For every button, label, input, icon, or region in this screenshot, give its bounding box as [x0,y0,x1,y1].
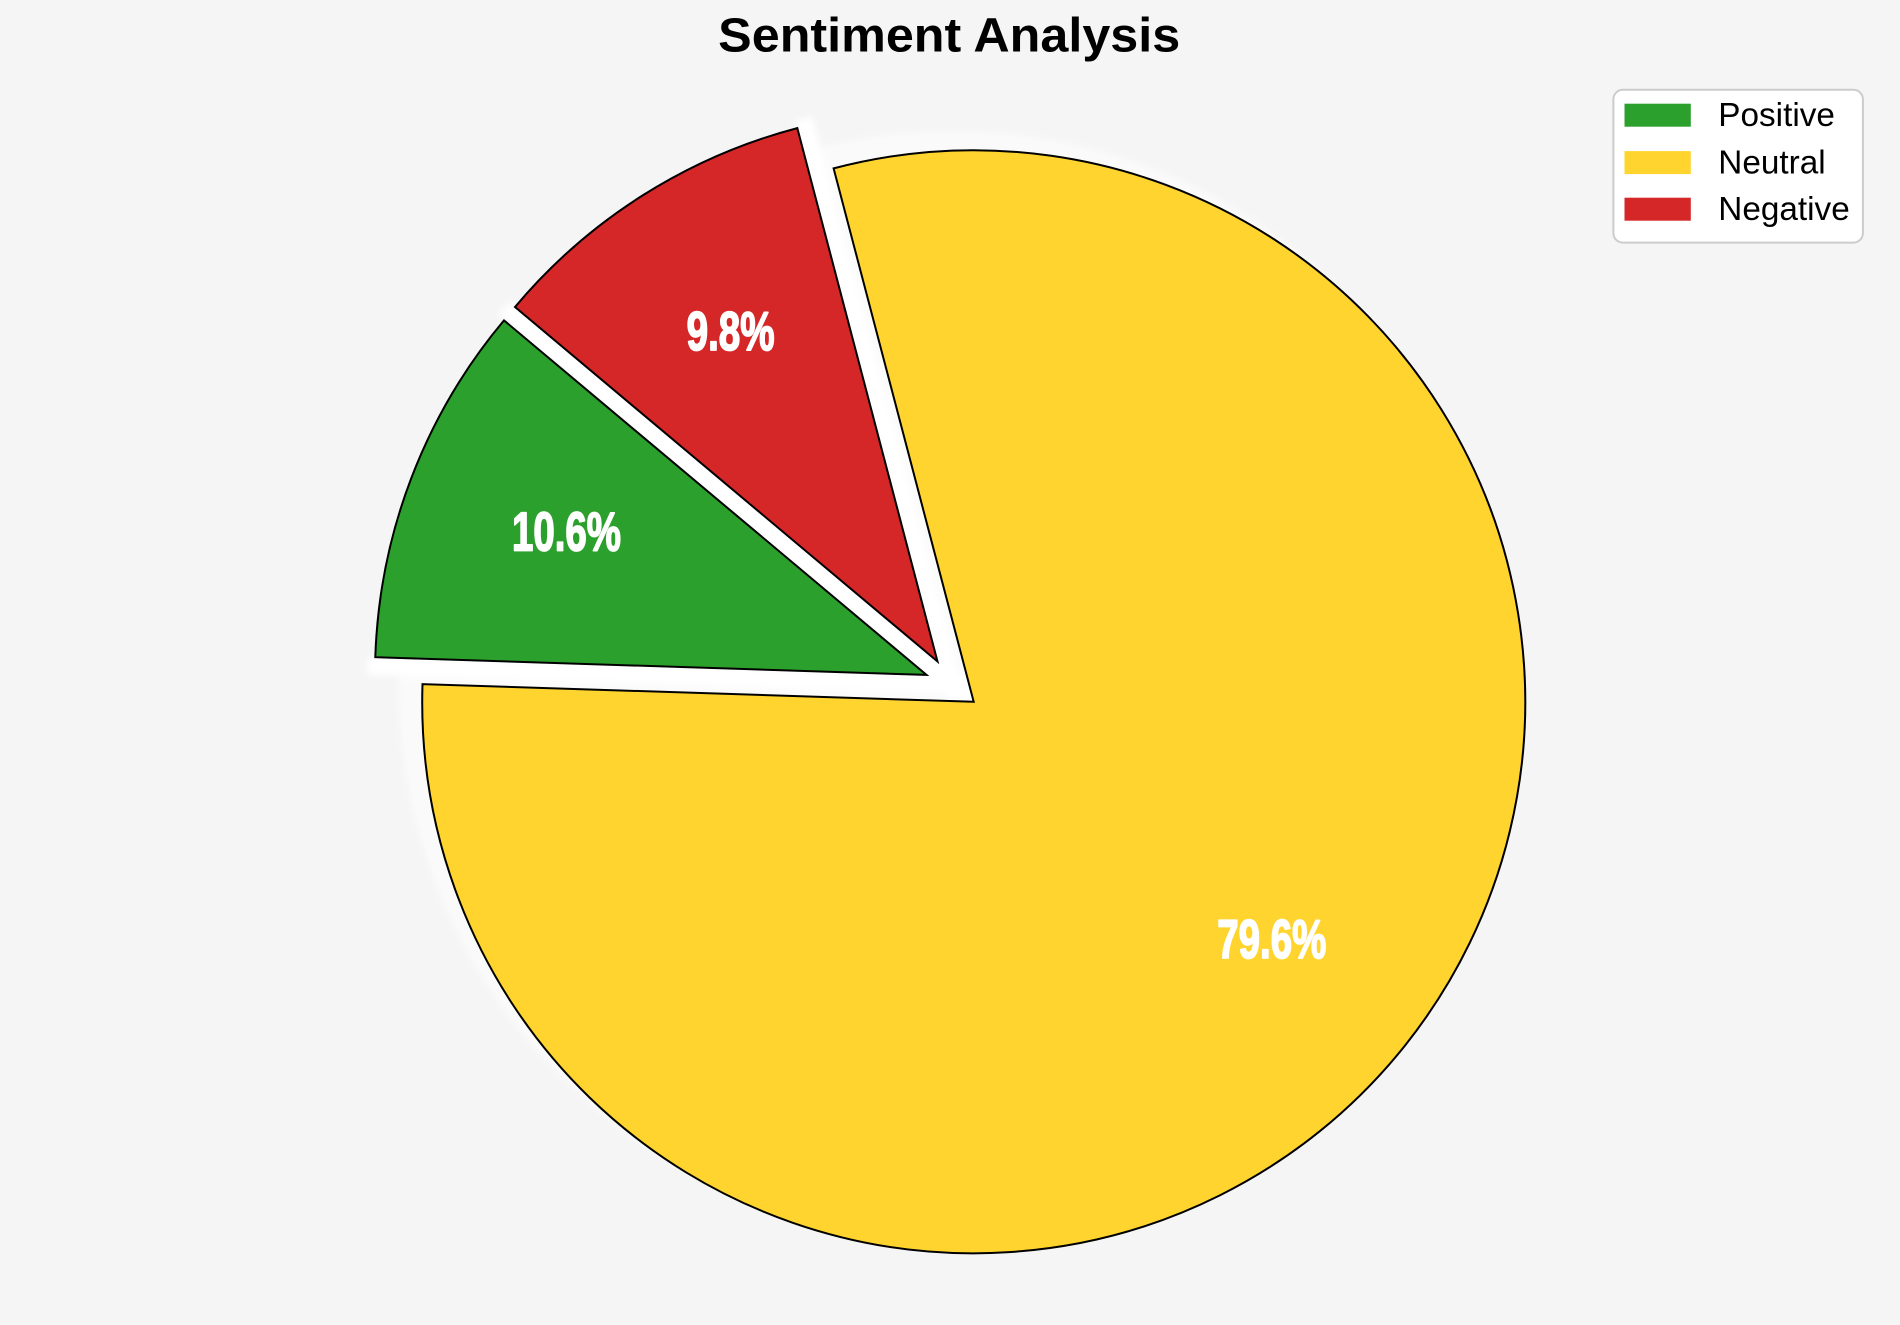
svg-text:9.8%: 9.8% [687,301,775,362]
svg-text:10.6%: 10.6% [512,502,621,563]
svg-text:79.6%: 79.6% [1217,909,1326,970]
svg-text:Neutral: Neutral [1718,145,1825,182]
svg-text:Positive: Positive [1718,97,1835,134]
svg-text:Negative: Negative [1718,191,1849,228]
svg-text:Sentiment Analysis: Sentiment Analysis [718,9,1180,63]
